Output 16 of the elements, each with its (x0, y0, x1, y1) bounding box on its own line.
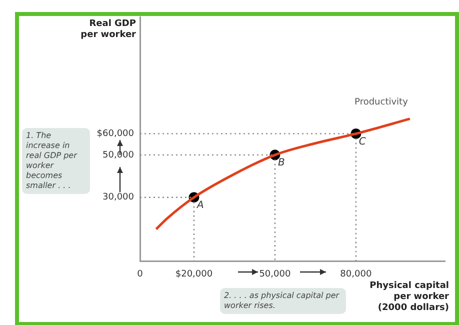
y-tick-label: 30,000 (102, 192, 134, 203)
x-tick-label: 80,000 (340, 270, 372, 280)
line-series (154, 118, 412, 230)
annotation: A (196, 200, 204, 211)
text: 2. . . . as physical capital per worker rises. (220, 288, 346, 314)
x-axis-title: Physical capital per worker (2000 dollars) (370, 280, 450, 313)
x-tick-label: 50,000 (259, 270, 291, 280)
y-tick-label: $60,000 (96, 129, 134, 140)
text: 1. The increase in real GDP per worker becomes smaller . . . (22, 128, 90, 194)
x-tick-label: 0 (137, 270, 144, 280)
y-axis-title: Real GDP per worker (80, 18, 137, 40)
annotation: C (358, 136, 366, 148)
annotation: B (278, 158, 285, 169)
y-tick-label: 50,000 (102, 150, 134, 160)
x-tick-label: $20,000 (175, 270, 213, 280)
series-label: Productivity (354, 98, 409, 108)
